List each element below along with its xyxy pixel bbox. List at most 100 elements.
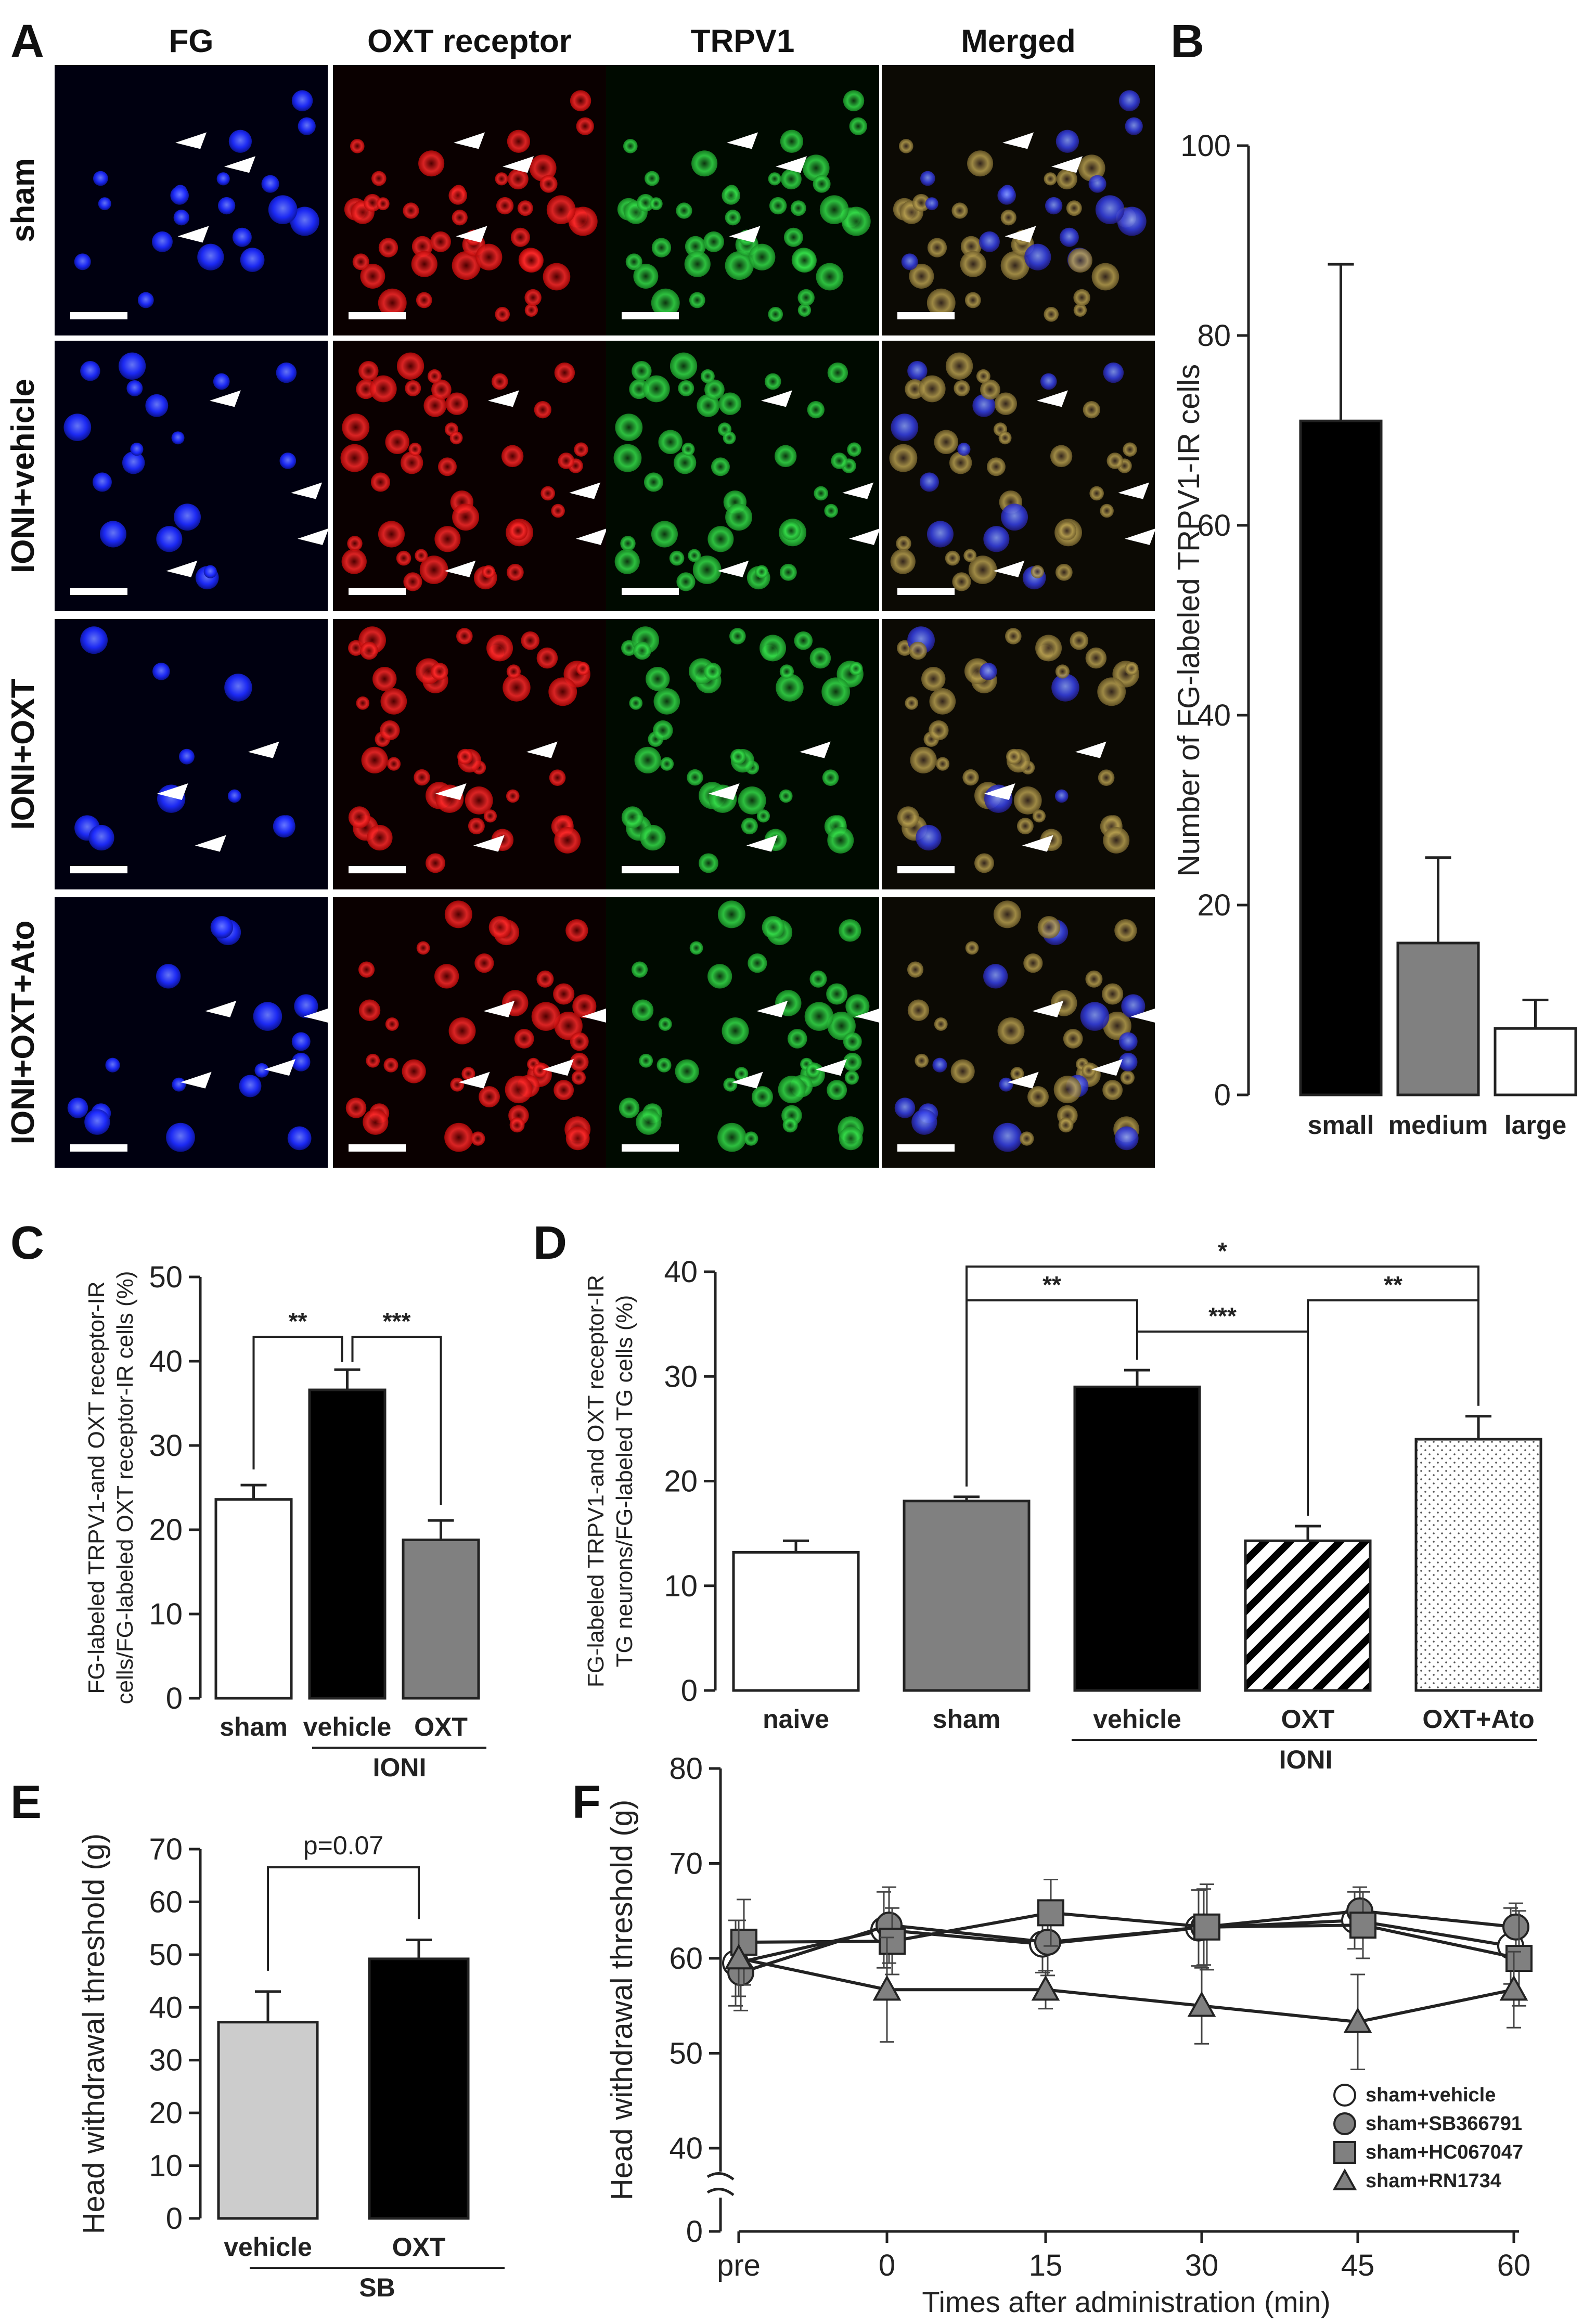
cell <box>998 431 1012 445</box>
column-heading: Merged <box>961 23 1075 59</box>
panel-label-b: B <box>1170 16 1204 68</box>
cell <box>1073 303 1087 317</box>
y-tick-label: 60 <box>1197 509 1231 543</box>
cell <box>632 999 654 1021</box>
cell <box>456 628 473 644</box>
cell <box>572 994 597 1018</box>
cell <box>934 430 958 454</box>
y-tick-label: 30 <box>149 1429 183 1463</box>
cell <box>524 303 538 317</box>
cell <box>717 900 745 928</box>
cell <box>408 443 422 456</box>
cell <box>636 193 655 212</box>
cell <box>385 1017 399 1031</box>
marker-triangle <box>872 1975 902 2001</box>
significance-bracket <box>966 1299 1138 1487</box>
cell <box>358 961 375 978</box>
cell <box>633 264 659 289</box>
y-axis-label: TG neurons/FG-labeled TG cells (%) <box>612 1295 637 1668</box>
cell <box>634 746 661 773</box>
micrograph-tile <box>882 341 1156 611</box>
cell <box>67 1098 88 1118</box>
cell <box>915 1053 929 1068</box>
cell <box>912 193 931 212</box>
cell <box>698 853 718 873</box>
cell <box>126 380 143 396</box>
cell <box>84 1109 110 1135</box>
cell <box>827 827 854 854</box>
cell <box>217 197 236 215</box>
marker-triangle <box>1031 1975 1060 2001</box>
cell <box>452 503 480 531</box>
cell <box>806 1063 821 1078</box>
cell <box>63 414 92 441</box>
cell <box>495 172 508 186</box>
cell <box>1010 1067 1024 1081</box>
arrowhead <box>761 390 792 407</box>
cell <box>501 445 524 468</box>
cell <box>452 251 481 280</box>
cell <box>471 1131 485 1146</box>
micrograph-tile <box>333 341 608 611</box>
cell <box>1089 486 1104 501</box>
cell <box>619 1098 640 1118</box>
cell-cluster <box>348 626 590 873</box>
x-tick-label: 45 <box>1341 2249 1375 2282</box>
cell <box>983 964 1008 989</box>
category-label: vehicle <box>303 1712 392 1741</box>
cell <box>691 150 718 177</box>
cell <box>730 748 746 765</box>
cell <box>1001 503 1028 531</box>
cell <box>418 150 445 177</box>
cell <box>802 154 830 182</box>
cell <box>405 380 421 396</box>
cell <box>448 186 467 205</box>
cell <box>387 757 401 771</box>
cell <box>1000 210 1016 226</box>
cell-cluster <box>613 352 861 591</box>
cell <box>704 663 722 680</box>
cell <box>847 442 861 457</box>
cell <box>145 394 169 417</box>
cell <box>378 521 405 548</box>
cell <box>1006 748 1022 765</box>
arrowhead <box>195 835 226 852</box>
arrowhead <box>1075 741 1106 758</box>
cell-cluster <box>345 900 597 1152</box>
cell <box>613 444 642 472</box>
arrowhead <box>815 1059 847 1076</box>
cell <box>172 1077 186 1092</box>
scale-bar <box>622 312 679 319</box>
cell <box>571 1070 586 1085</box>
cell <box>909 641 927 660</box>
y-axis-label: Head withdrawal threshold (g) <box>77 1834 111 2234</box>
significance-bracket <box>267 1866 420 1971</box>
cell <box>402 1059 426 1083</box>
cell <box>1103 362 1124 383</box>
cell <box>449 431 463 445</box>
arrowhead <box>1125 528 1156 545</box>
cell <box>495 306 510 322</box>
bar-vehicle <box>217 2021 319 2220</box>
cell <box>614 549 640 574</box>
marker-circle-open <box>1333 2084 1356 2107</box>
cell <box>1118 1032 1138 1051</box>
cell <box>1066 200 1082 216</box>
cell <box>615 414 643 441</box>
cell <box>993 1122 1022 1152</box>
arrowhead <box>542 1059 574 1076</box>
cell <box>533 1063 548 1078</box>
category-label: vehicle <box>1093 1705 1181 1734</box>
cell <box>813 175 831 193</box>
arrowhead <box>582 1006 613 1023</box>
cell <box>383 1057 398 1073</box>
cell <box>980 379 1000 400</box>
arrowhead <box>756 1000 788 1017</box>
cell <box>298 117 316 135</box>
micrograph-tile <box>55 65 328 335</box>
cell <box>1102 983 1124 1005</box>
y-tick-label: 80 <box>669 1752 703 1786</box>
cell <box>506 664 521 679</box>
cell <box>787 1029 807 1049</box>
category-label: small <box>1308 1111 1374 1140</box>
